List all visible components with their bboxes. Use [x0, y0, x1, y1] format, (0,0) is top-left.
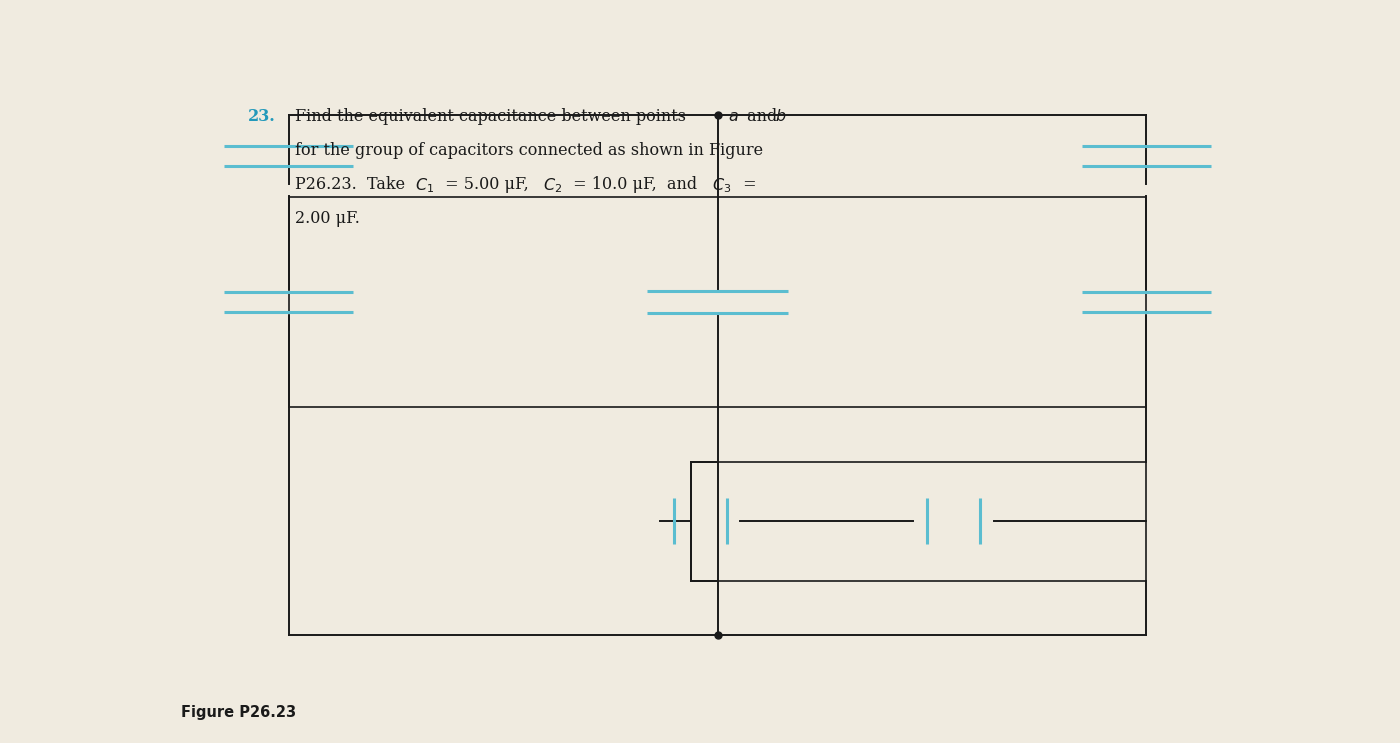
- Text: = 5.00 μF,: = 5.00 μF,: [440, 176, 539, 193]
- Text: 23.: 23.: [248, 108, 276, 125]
- Text: = 10.0 μF,  and: = 10.0 μF, and: [568, 176, 703, 193]
- Text: =: =: [738, 176, 756, 193]
- Text: $C_1$: $C_1$: [414, 176, 434, 195]
- Text: P26.23.  Take: P26.23. Take: [295, 176, 410, 193]
- Text: $a$: $a$: [728, 108, 739, 125]
- Text: 2.00 μF.: 2.00 μF.: [295, 210, 360, 227]
- Text: Find the equivalent capacitance between points: Find the equivalent capacitance between …: [295, 108, 692, 125]
- Text: $C_2$: $C_2$: [543, 176, 563, 195]
- Text: for the group of capacitors connected as shown in Figure: for the group of capacitors connected as…: [295, 142, 763, 159]
- Text: and: and: [742, 108, 783, 125]
- Text: $C_3$: $C_3$: [713, 176, 731, 195]
- Text: Figure P26.23: Figure P26.23: [182, 704, 297, 720]
- Text: $b$: $b$: [776, 108, 787, 125]
